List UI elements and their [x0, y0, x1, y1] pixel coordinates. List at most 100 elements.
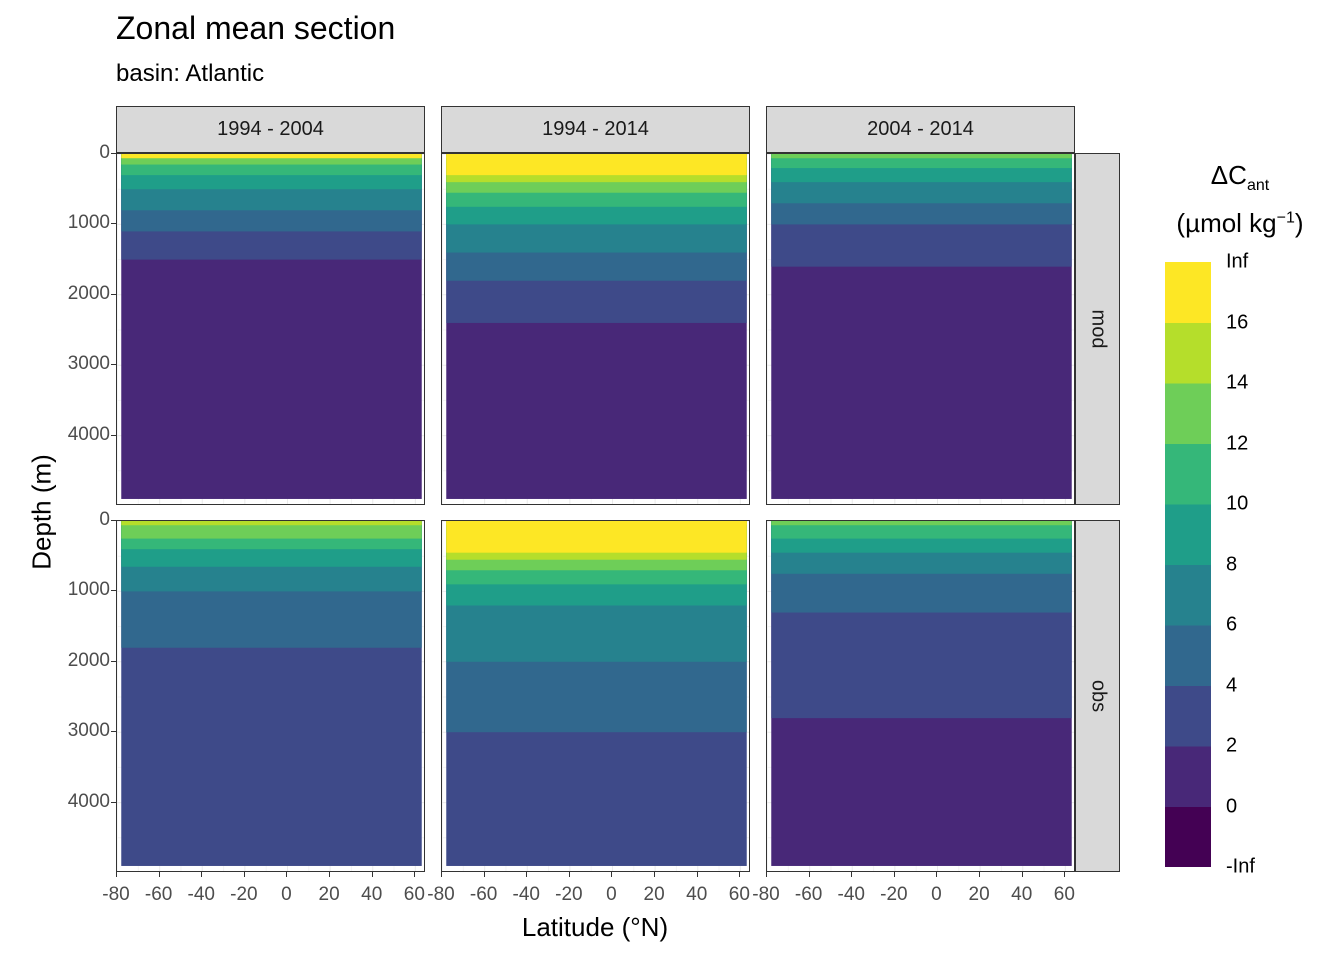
legend-break-label: 10 [1226, 492, 1249, 515]
y-tick-label: 1000 [67, 579, 110, 601]
y-tick-mark [111, 293, 116, 295]
facet-strip-column: 1994 - 2004 [116, 106, 425, 153]
legend-break-label: Inf [1226, 250, 1249, 273]
contour-band [121, 521, 422, 539]
facet-strip-row: obs [1075, 520, 1120, 872]
x-tick-label: -80 [752, 884, 780, 905]
legend-break-label: 4 [1226, 674, 1238, 696]
contour-band [121, 154, 422, 165]
y-tick-mark [111, 731, 116, 733]
panel-plot-area [117, 154, 424, 504]
legend-swatch [1165, 383, 1211, 444]
x-tick-mark [851, 872, 853, 877]
legend-swatch [1165, 443, 1211, 505]
legend-units-sup: −1 [1276, 209, 1295, 227]
x-tick-label: 40 [686, 884, 708, 905]
x-tick-mark [1064, 872, 1066, 877]
legend-swatch [1165, 322, 1211, 384]
x-tick-mark [808, 872, 810, 877]
chart-title: Zonal mean section [116, 10, 396, 46]
x-tick-mark [893, 872, 895, 877]
x-tick-label: 60 [728, 884, 750, 905]
x-tick-mark [979, 872, 981, 877]
x-tick-label: -80 [427, 884, 455, 905]
y-tick-label: 0 [99, 142, 110, 163]
x-tick-mark [243, 872, 245, 877]
contour-band [446, 521, 747, 553]
x-tick-mark [611, 872, 613, 877]
facet-panel [116, 520, 425, 872]
facet-panel [116, 153, 425, 505]
x-tick-mark [414, 872, 416, 877]
y-tick-mark [111, 520, 116, 521]
contour-band [771, 521, 1072, 539]
x-tick-label: -80 [102, 884, 130, 905]
facet-strip-column: 2004 - 2014 [766, 106, 1075, 153]
legend-swatch [1165, 625, 1211, 686]
legend-break-label: -Inf [1226, 855, 1255, 878]
legend-units-close: ) [1294, 208, 1304, 238]
x-tick-mark [526, 872, 528, 877]
panel-plot-area [767, 521, 1074, 871]
legend-units: (µmol kg−1) [1176, 208, 1303, 239]
x-tick-mark [371, 872, 373, 877]
x-tick-mark [696, 872, 698, 877]
x-tick-mark [116, 872, 117, 877]
contour-band [446, 154, 747, 176]
legend-colorbar [1165, 262, 1211, 867]
facet-strip-row: mod [1075, 153, 1120, 505]
panel-plot-area [767, 154, 1074, 504]
x-tick-label: 20 [968, 884, 990, 905]
x-tick-mark [766, 872, 767, 877]
y-tick-mark [111, 364, 116, 366]
legend-swatch [1165, 806, 1211, 867]
surface-band [771, 154, 1072, 159]
y-tick-label: 4000 [67, 423, 110, 445]
legend-title-sub: ant [1246, 177, 1270, 195]
surface-band [446, 521, 747, 526]
legend-swatch [1165, 685, 1211, 747]
facet-strip-column: 1994 - 2014 [441, 106, 750, 153]
x-tick-label: 60 [1053, 884, 1075, 905]
x-tick-mark [1021, 872, 1023, 877]
y-tick-label: 4000 [67, 790, 110, 812]
y-tick-label: 1000 [67, 212, 110, 234]
y-tick-label: 2000 [67, 282, 110, 304]
x-tick-label: 0 [281, 884, 292, 905]
legend-break-label: 0 [1226, 795, 1238, 817]
x-tick-label: -40 [187, 884, 215, 905]
y-tick-mark [111, 801, 116, 803]
y-tick-mark [111, 660, 116, 662]
legend-break-label: 16 [1226, 311, 1249, 333]
y-tick-mark [111, 590, 116, 592]
x-axis-label: Latitude (°N) [521, 912, 669, 942]
x-tick-mark [158, 872, 160, 877]
x-tick-mark [654, 872, 656, 877]
x-tick-mark [329, 872, 331, 877]
y-tick-label: 3000 [67, 353, 110, 375]
y-tick-label: 3000 [67, 720, 110, 742]
x-tick-label: -20 [880, 884, 908, 905]
chart-subtitle: basin: Atlantic [116, 60, 265, 87]
surface-band [121, 154, 422, 159]
x-tick-mark [936, 872, 938, 877]
y-tick-mark [111, 153, 116, 154]
legend-break-label: 14 [1226, 371, 1249, 394]
facet-panel [766, 520, 1075, 872]
legend-swatch [1165, 746, 1211, 807]
y-tick-label: 0 [99, 509, 110, 530]
y-tick-mark [111, 223, 116, 225]
x-tick-label: 0 [931, 884, 942, 905]
x-tick-label: -60 [469, 884, 498, 905]
x-tick-mark [739, 872, 741, 877]
x-tick-label: 40 [1011, 884, 1033, 905]
legend-break-label: 8 [1226, 553, 1238, 575]
x-tick-mark [441, 872, 442, 877]
panel-plot-area [442, 521, 749, 871]
facet-panel [766, 153, 1075, 505]
x-tick-label: -20 [555, 884, 583, 905]
surface-band [121, 521, 422, 526]
facet-panel [441, 520, 750, 872]
panel-plot-area [117, 521, 424, 871]
legend-swatch [1165, 262, 1211, 323]
